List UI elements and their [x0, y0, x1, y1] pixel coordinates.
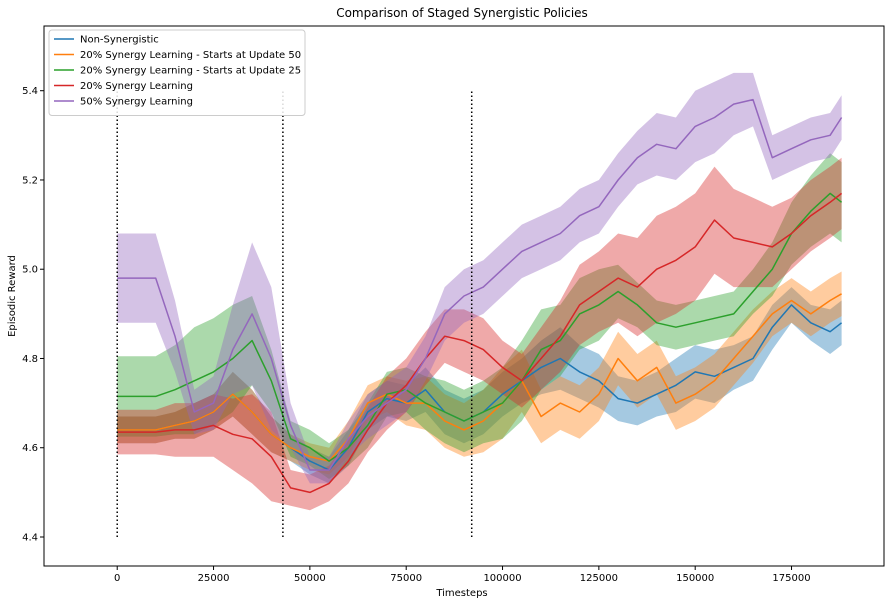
x-tick-label: 150000	[676, 573, 714, 584]
legend-label: Non-Synergistic	[80, 35, 159, 46]
legend-label: 20% Synergy Learning	[80, 81, 193, 92]
x-tick-label: 50000	[294, 573, 326, 584]
y-axis-label: Episodic Reward	[7, 255, 18, 337]
legend-box	[48, 29, 306, 116]
x-axis: 0 25000 50000 75000 100000 125000 150000 175000	[114, 566, 811, 584]
legend-label: 20% Synergy Learning - Starts at Update …	[80, 66, 301, 77]
legend-label: 50% Synergy Learning	[80, 97, 193, 108]
series-line-2	[117, 192, 843, 462]
legend-label: 20% Synergy Learning - Starts at Update …	[80, 50, 301, 61]
y-tick-label: 4.4	[22, 532, 38, 543]
y-tick-label: 5.2	[22, 175, 38, 186]
series-band-3	[117, 157, 842, 511]
series-line-3	[117, 192, 843, 494]
y-axis: 4.4 4.6 4.8 5.0 5.2 5.4	[22, 86, 44, 543]
x-tick-label: 25000	[198, 573, 230, 584]
x-tick-label: 175000	[772, 573, 810, 584]
x-tick-label: 0	[114, 573, 120, 584]
y-tick-label: 4.6	[22, 443, 38, 454]
series-line-4	[117, 98, 843, 471]
series-band-0	[117, 287, 842, 484]
plot-frame	[43, 25, 885, 567]
chart-title: Comparison of Staged Synergistic Policie…	[336, 6, 588, 20]
y-tick-label: 4.8	[22, 354, 38, 365]
x-tick-label: 100000	[483, 573, 521, 584]
x-tick-label: 75000	[390, 573, 422, 584]
y-tick-label: 5.4	[22, 86, 38, 97]
legend: Non-Synergistic 20% Synergy Learning - St…	[48, 29, 306, 116]
series-band-4	[117, 72, 842, 484]
x-axis-label: Timesteps	[435, 588, 487, 599]
x-tick-label: 125000	[580, 573, 618, 584]
plot-area	[116, 72, 843, 537]
y-tick-label: 5.0	[22, 265, 38, 276]
series-line-1	[117, 293, 842, 462]
